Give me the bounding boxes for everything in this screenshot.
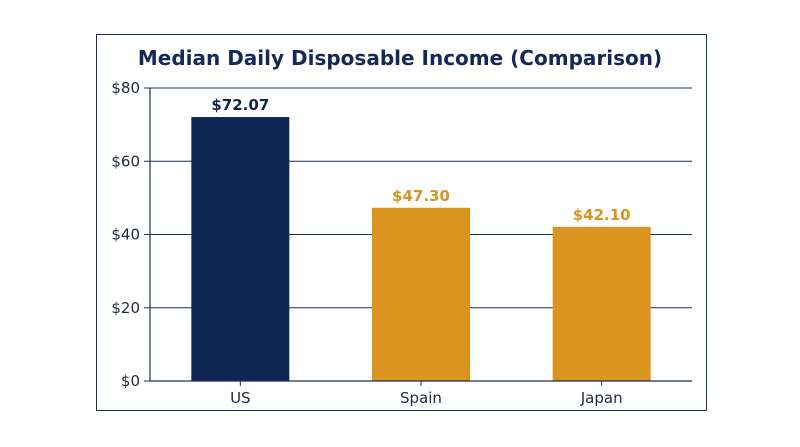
axis-layer: $0 $20 $40 $60 $80 <box>111 79 692 390</box>
bar-us <box>191 117 290 381</box>
bar-layer <box>191 117 651 381</box>
value-label-spain: $47.30 <box>392 187 450 205</box>
y-tick-label: $60 <box>111 152 140 170</box>
y-tick-label: $0 <box>121 372 140 390</box>
bar-spain <box>372 207 470 381</box>
x-tick-label: US <box>230 389 251 407</box>
y-tick-label: $80 <box>111 79 140 97</box>
label-layer: US $72.07 Spain $47.30 Japan $42.10 <box>211 96 630 407</box>
bar-japan <box>552 226 651 381</box>
value-label-us: $72.07 <box>211 96 269 114</box>
y-tick-label: $40 <box>111 226 140 244</box>
y-tick-label: $20 <box>111 299 140 317</box>
value-label-japan: $42.10 <box>573 206 631 224</box>
chart-title: Median Daily Disposable Income (Comparis… <box>138 46 662 70</box>
x-tick-label: Japan <box>580 389 623 407</box>
x-tick-label: Spain <box>400 389 442 407</box>
